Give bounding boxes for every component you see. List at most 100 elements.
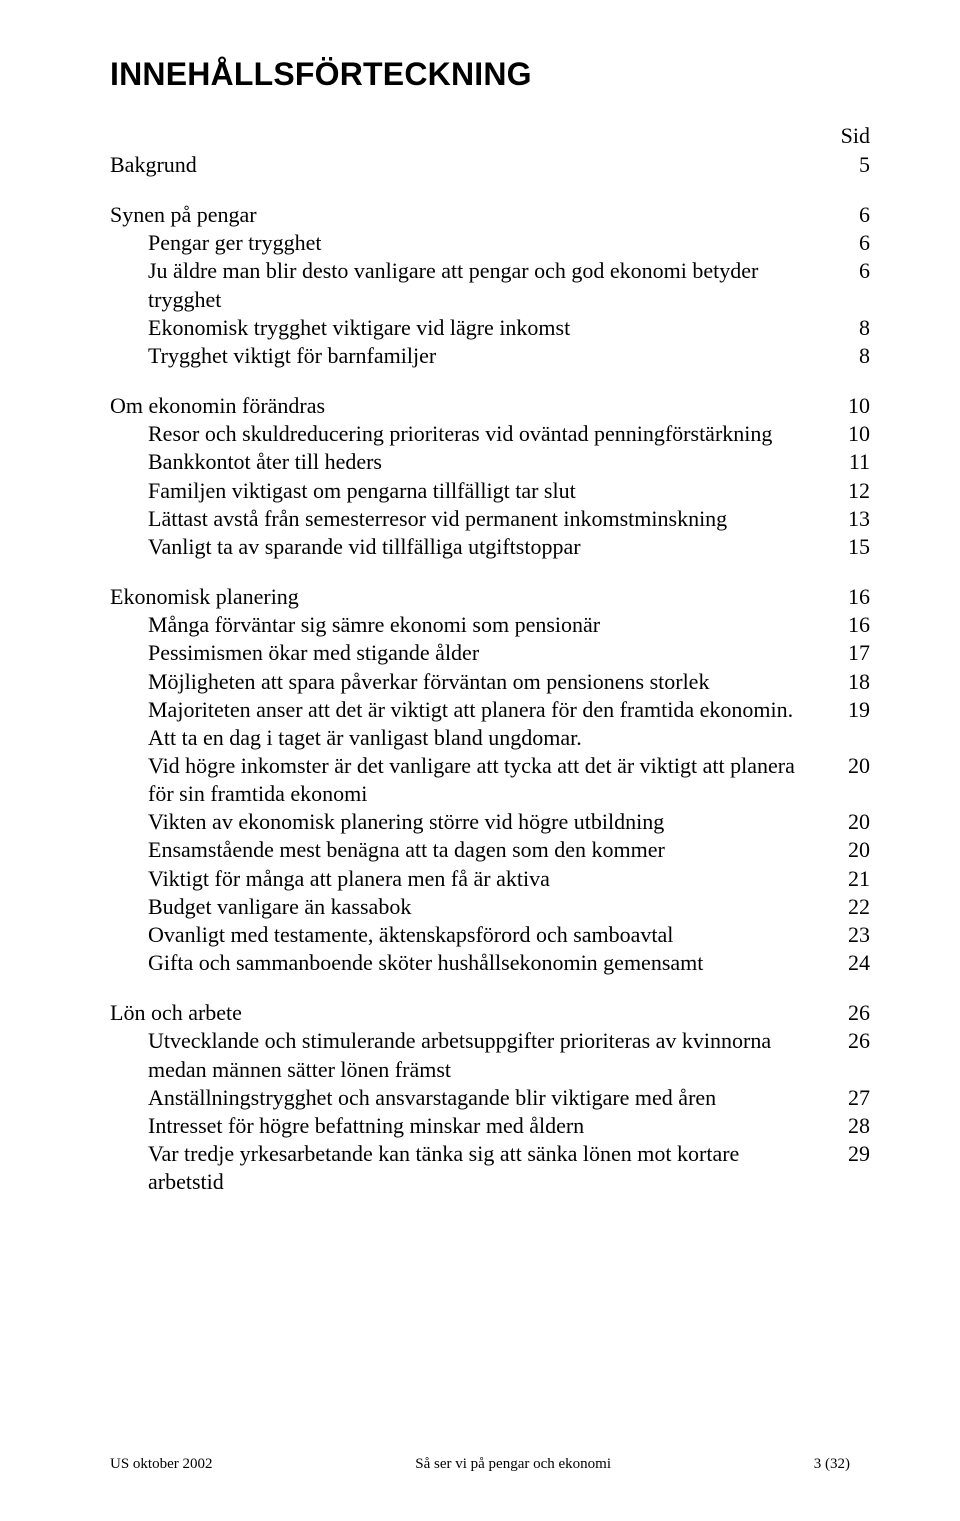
toc-label: Synen på pengar <box>110 201 830 229</box>
toc-row: Gifta och sammanboende sköter hushållsek… <box>110 949 870 977</box>
toc-page-number: 6 <box>830 201 870 229</box>
toc-gap <box>110 179 870 201</box>
toc-page-number: 27 <box>830 1084 870 1112</box>
sid-label: Sid <box>830 123 870 149</box>
page-title: INNEHÅLLSFÖRTECKNING <box>110 56 870 93</box>
toc-label: Bakgrund <box>110 151 830 179</box>
toc-page-number: 6 <box>830 257 870 285</box>
toc-label: Anställningstrygghet och ansvarstagande … <box>110 1084 830 1112</box>
toc-row: Familjen viktigast om pengarna tillfälli… <box>110 477 870 505</box>
toc-page-number: 12 <box>830 477 870 505</box>
toc-row: Möjligheten att spara påverkar förväntan… <box>110 668 870 696</box>
toc-row: Majoriteten anser att det är viktigt att… <box>110 696 870 752</box>
toc-page-number: 19 <box>830 696 870 724</box>
page-footer: US oktober 2002 Så ser vi på pengar och … <box>110 1456 850 1473</box>
toc-page-number: 16 <box>830 583 870 611</box>
toc-label: Majoriteten anser att det är viktigt att… <box>110 696 830 752</box>
toc-row: Bankkontot åter till heders11 <box>110 448 870 476</box>
toc-page-number: 20 <box>830 836 870 864</box>
toc-label: Var tredje yrkesarbetande kan tänka sig … <box>110 1140 830 1196</box>
toc-row: Bakgrund5 <box>110 151 870 179</box>
toc-label: Utvecklande och stimulerande arbetsuppgi… <box>110 1027 830 1083</box>
toc-page-number: 10 <box>830 392 870 420</box>
footer-center: Så ser vi på pengar och ekonomi <box>213 1456 814 1473</box>
toc-label: Pessimismen ökar med stigande ålder <box>110 639 830 667</box>
toc-label: Vanligt ta av sparande vid tillfälliga u… <box>110 533 830 561</box>
toc-gap <box>110 977 870 999</box>
document-page: INNEHÅLLSFÖRTECKNING Sid Bakgrund5Synen … <box>0 0 960 1521</box>
toc-label: Ju äldre man blir desto vanligare att pe… <box>110 257 830 313</box>
toc-page-number: 17 <box>830 639 870 667</box>
toc-row: Pengar ger trygghet6 <box>110 229 870 257</box>
toc-row: Resor och skuldreducering prioriteras vi… <box>110 420 870 448</box>
toc-page-number: 6 <box>830 229 870 257</box>
toc-label: Familjen viktigast om pengarna tillfälli… <box>110 477 830 505</box>
toc-row: Lön och arbete26 <box>110 999 870 1027</box>
toc-row: Ovanligt med testamente, äktenskapsföror… <box>110 921 870 949</box>
toc-page-number: 22 <box>830 893 870 921</box>
toc-row: Pessimismen ökar med stigande ålder17 <box>110 639 870 667</box>
toc-row: Ekonomisk planering16 <box>110 583 870 611</box>
toc-page-number: 20 <box>830 752 870 780</box>
toc-label: Lättast avstå från semesterresor vid per… <box>110 505 830 533</box>
toc-row: Var tredje yrkesarbetande kan tänka sig … <box>110 1140 870 1196</box>
toc-row: Om ekonomin förändras10 <box>110 392 870 420</box>
toc-page-number: 18 <box>830 668 870 696</box>
toc-page-number: 8 <box>830 342 870 370</box>
toc-gap <box>110 561 870 583</box>
toc-label: Resor och skuldreducering prioriteras vi… <box>110 420 830 448</box>
toc-gap <box>110 370 870 392</box>
toc-page-number: 13 <box>830 505 870 533</box>
toc-page-number: 21 <box>830 865 870 893</box>
toc-row: Viktigt för många att planera men få är … <box>110 865 870 893</box>
toc-label: Ensamstående mest benägna att ta dagen s… <box>110 836 830 864</box>
toc-label: Bankkontot åter till heders <box>110 448 830 476</box>
toc-row: Vanligt ta av sparande vid tillfälliga u… <box>110 533 870 561</box>
toc-label: Många förväntar sig sämre ekonomi som pe… <box>110 611 830 639</box>
toc-row: Budget vanligare än kassabok22 <box>110 893 870 921</box>
toc-label: Om ekonomin förändras <box>110 392 830 420</box>
sid-header-row: Sid <box>110 123 870 149</box>
toc-label: Vid högre inkomster är det vanligare att… <box>110 752 830 808</box>
toc-label: Ekonomisk planering <box>110 583 830 611</box>
toc-page-number: 28 <box>830 1112 870 1140</box>
toc-row: Många förväntar sig sämre ekonomi som pe… <box>110 611 870 639</box>
toc-page-number: 26 <box>830 999 870 1027</box>
toc-row: Intresset för högre befattning minskar m… <box>110 1112 870 1140</box>
toc-page-number: 29 <box>830 1140 870 1168</box>
toc-label: Pengar ger trygghet <box>110 229 830 257</box>
toc-page-number: 15 <box>830 533 870 561</box>
toc-label: Intresset för högre befattning minskar m… <box>110 1112 830 1140</box>
toc-page-number: 26 <box>830 1027 870 1055</box>
toc-label: Gifta och sammanboende sköter hushållsek… <box>110 949 830 977</box>
toc-row: Utvecklande och stimulerande arbetsuppgi… <box>110 1027 870 1083</box>
toc-page-number: 5 <box>830 151 870 179</box>
toc-row: Ekonomisk trygghet viktigare vid lägre i… <box>110 314 870 342</box>
toc-label: Möjligheten att spara påverkar förväntan… <box>110 668 830 696</box>
toc-page-number: 10 <box>830 420 870 448</box>
toc-page-number: 24 <box>830 949 870 977</box>
toc-row: Vikten av ekonomisk planering större vid… <box>110 808 870 836</box>
toc-page-number: 23 <box>830 921 870 949</box>
toc-row: Synen på pengar6 <box>110 201 870 229</box>
toc-label: Trygghet viktigt för barnfamiljer <box>110 342 830 370</box>
toc-label: Ekonomisk trygghet viktigare vid lägre i… <box>110 314 830 342</box>
toc-label: Vikten av ekonomisk planering större vid… <box>110 808 830 836</box>
toc-container: Bakgrund5Synen på pengar6Pengar ger tryg… <box>110 151 870 1196</box>
toc-row: Ju äldre man blir desto vanligare att pe… <box>110 257 870 313</box>
footer-right: 3 (32) <box>814 1456 850 1473</box>
toc-label: Ovanligt med testamente, äktenskapsföror… <box>110 921 830 949</box>
toc-page-number: 8 <box>830 314 870 342</box>
toc-page-number: 16 <box>830 611 870 639</box>
toc-row: Vid högre inkomster är det vanligare att… <box>110 752 870 808</box>
toc-row: Lättast avstå från semesterresor vid per… <box>110 505 870 533</box>
footer-left: US oktober 2002 <box>110 1456 213 1473</box>
toc-label: Viktigt för många att planera men få är … <box>110 865 830 893</box>
toc-page-number: 20 <box>830 808 870 836</box>
toc-row: Anställningstrygghet och ansvarstagande … <box>110 1084 870 1112</box>
toc-page-number: 11 <box>830 448 870 476</box>
toc-row: Ensamstående mest benägna att ta dagen s… <box>110 836 870 864</box>
toc-row: Trygghet viktigt för barnfamiljer8 <box>110 342 870 370</box>
toc-label: Lön och arbete <box>110 999 830 1027</box>
toc-label: Budget vanligare än kassabok <box>110 893 830 921</box>
